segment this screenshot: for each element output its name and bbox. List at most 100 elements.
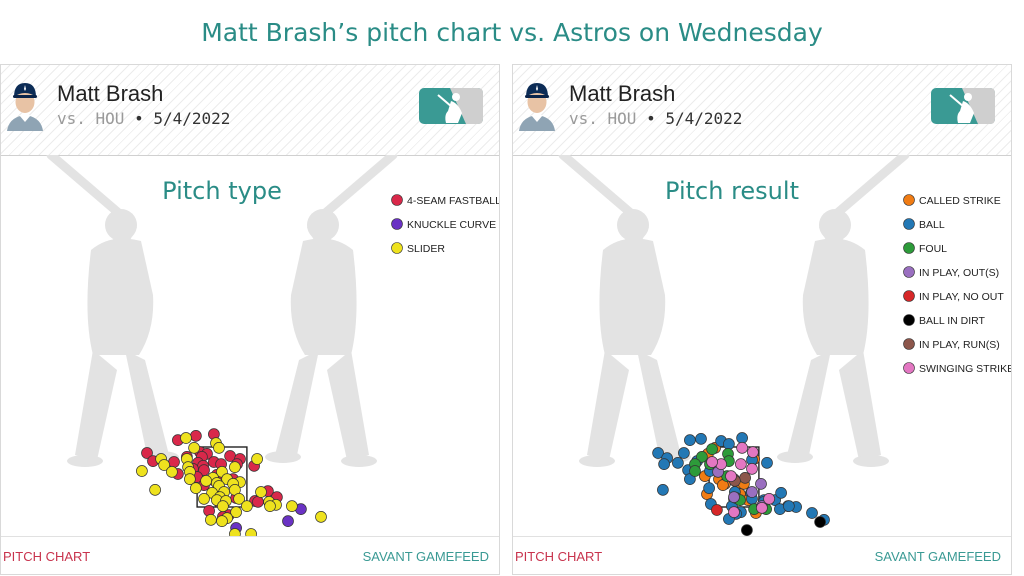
- pitch-chart-link[interactable]: PITCH CHART: [515, 549, 603, 564]
- pitch-point: [217, 500, 229, 512]
- legend-swatch: [903, 314, 915, 326]
- pitch-point: [229, 461, 241, 473]
- pitch-type-panel: Matt Brash vs. HOU • 5/4/2022 Pitch type…: [0, 64, 500, 575]
- pitch-point: [689, 465, 701, 477]
- pitch-point: [684, 434, 696, 446]
- pitch-point: [252, 496, 264, 508]
- pitch-point: [229, 528, 241, 536]
- pitch-point: [166, 466, 178, 478]
- legend-swatch: [903, 290, 915, 302]
- pitch-point: [761, 457, 773, 469]
- page-title: Matt Brash’s pitch chart vs. Astros on W…: [201, 18, 823, 47]
- pitch-point: [149, 484, 161, 496]
- savant-gamefeed-link[interactable]: SAVANT GAMEFEED: [362, 549, 489, 564]
- opponent-label: vs. HOU: [569, 109, 637, 128]
- pitch-point: [245, 528, 257, 536]
- left-batter-silhouette: [777, 155, 910, 467]
- pitch-point: [728, 506, 740, 518]
- pitch-point: [755, 478, 767, 490]
- pitch-point: [255, 486, 267, 498]
- pitch-point: [696, 451, 708, 463]
- pitch-point: [136, 465, 148, 477]
- pitch-point: [657, 484, 669, 496]
- legend-label: IN PLAY, OUT(S): [919, 267, 999, 279]
- panel-footer: PITCH CHART SAVANT GAMEFEED: [513, 536, 1011, 575]
- separator-dot: •: [646, 109, 656, 128]
- pitch-point: [141, 447, 153, 459]
- pitch-point: [184, 473, 196, 485]
- pitch-point: [728, 491, 740, 503]
- pitch-point: [198, 493, 210, 505]
- game-date: 5/4/2022: [153, 109, 231, 128]
- pitch-point: [806, 507, 818, 519]
- pitch-point: [741, 524, 753, 536]
- pitch-point: [747, 446, 759, 458]
- pitch-point: [703, 482, 715, 494]
- player-headshot-icon: [519, 83, 555, 131]
- legend-swatch: [903, 266, 915, 278]
- mlb-logo-icon: [931, 88, 995, 124]
- player-headshot-icon: [7, 83, 43, 131]
- legend-label: SWINGING STRIKE: [919, 363, 1011, 375]
- pitch-point: [678, 447, 690, 459]
- pitch-point: [736, 442, 748, 454]
- pitch-point: [814, 516, 826, 528]
- player-header: Matt Brash vs. HOU • 5/4/2022: [1, 65, 499, 156]
- legend-label: BALL: [919, 219, 945, 231]
- chart-title: Pitch result: [665, 177, 799, 205]
- pitch-point: [282, 515, 294, 527]
- pitch-point: [230, 506, 242, 518]
- pitch-point: [251, 453, 263, 465]
- pitch-point: [216, 515, 228, 527]
- pitch-point: [652, 447, 664, 459]
- pitch-point: [190, 430, 202, 442]
- pitch-point: [658, 458, 670, 470]
- legend-swatch: [903, 338, 915, 350]
- pitch-point: [763, 493, 775, 505]
- chart-title: Pitch type: [162, 177, 282, 205]
- pitch-point: [241, 500, 253, 512]
- pitch-type-chart: Pitch type 4-SEAM FASTBALL KNUCKLE CURVE SL…: [46, 155, 499, 536]
- pitch-point: [695, 433, 707, 445]
- pitch-point: [190, 482, 202, 494]
- game-info: vs. HOU • 5/4/2022: [57, 109, 230, 128]
- pitch-point: [756, 502, 768, 514]
- pitch-point: [315, 511, 327, 523]
- savant-gamefeed-link[interactable]: SAVANT GAMEFEED: [874, 549, 1001, 564]
- player-header: Matt Brash vs. HOU • 5/4/2022: [513, 65, 1011, 156]
- legend-swatch: [903, 194, 915, 206]
- mlb-logo-icon: [419, 88, 483, 124]
- pitch-point: [775, 487, 787, 499]
- left-batter-silhouette: [265, 155, 398, 467]
- pitch-result-chart: Pitch result CALLED STRIKE BALL FOUL IN PLAY…: [558, 155, 1011, 536]
- legend-swatch: [903, 242, 915, 254]
- pitch-point: [723, 438, 735, 450]
- pitch-point: [672, 457, 684, 469]
- pitch-point: [233, 493, 245, 505]
- legend-swatch: [391, 242, 403, 254]
- pitch-chart-link[interactable]: PITCH CHART: [3, 549, 91, 564]
- pitch-point: [746, 486, 758, 498]
- pitch-point: [200, 475, 212, 487]
- legend-swatch: [903, 218, 915, 230]
- legend-label: 4-SEAM FASTBALL: [407, 195, 499, 207]
- legend-label: SLIDER: [407, 243, 445, 255]
- pitch-point: [264, 500, 276, 512]
- pitch-point: [168, 456, 180, 468]
- pitch-point: [711, 504, 723, 516]
- legend-label: FOUL: [919, 243, 947, 255]
- pitch-point: [706, 456, 718, 468]
- separator-dot: •: [134, 109, 144, 128]
- pitch-point: [706, 443, 718, 455]
- panel-footer: PITCH CHART SAVANT GAMEFEED: [1, 536, 499, 575]
- game-date: 5/4/2022: [665, 109, 743, 128]
- pitch-point: [746, 463, 758, 475]
- legend-label: KNUCKLE CURVE: [407, 219, 496, 231]
- right-batter-silhouette: [558, 155, 691, 467]
- pitch-point: [213, 442, 225, 454]
- legend-label: IN PLAY, RUN(S): [919, 339, 1000, 351]
- pitch-point: [739, 472, 751, 484]
- pitch-point: [735, 458, 747, 470]
- pitch-point: [736, 432, 748, 444]
- player-name: Matt Brash: [569, 81, 676, 106]
